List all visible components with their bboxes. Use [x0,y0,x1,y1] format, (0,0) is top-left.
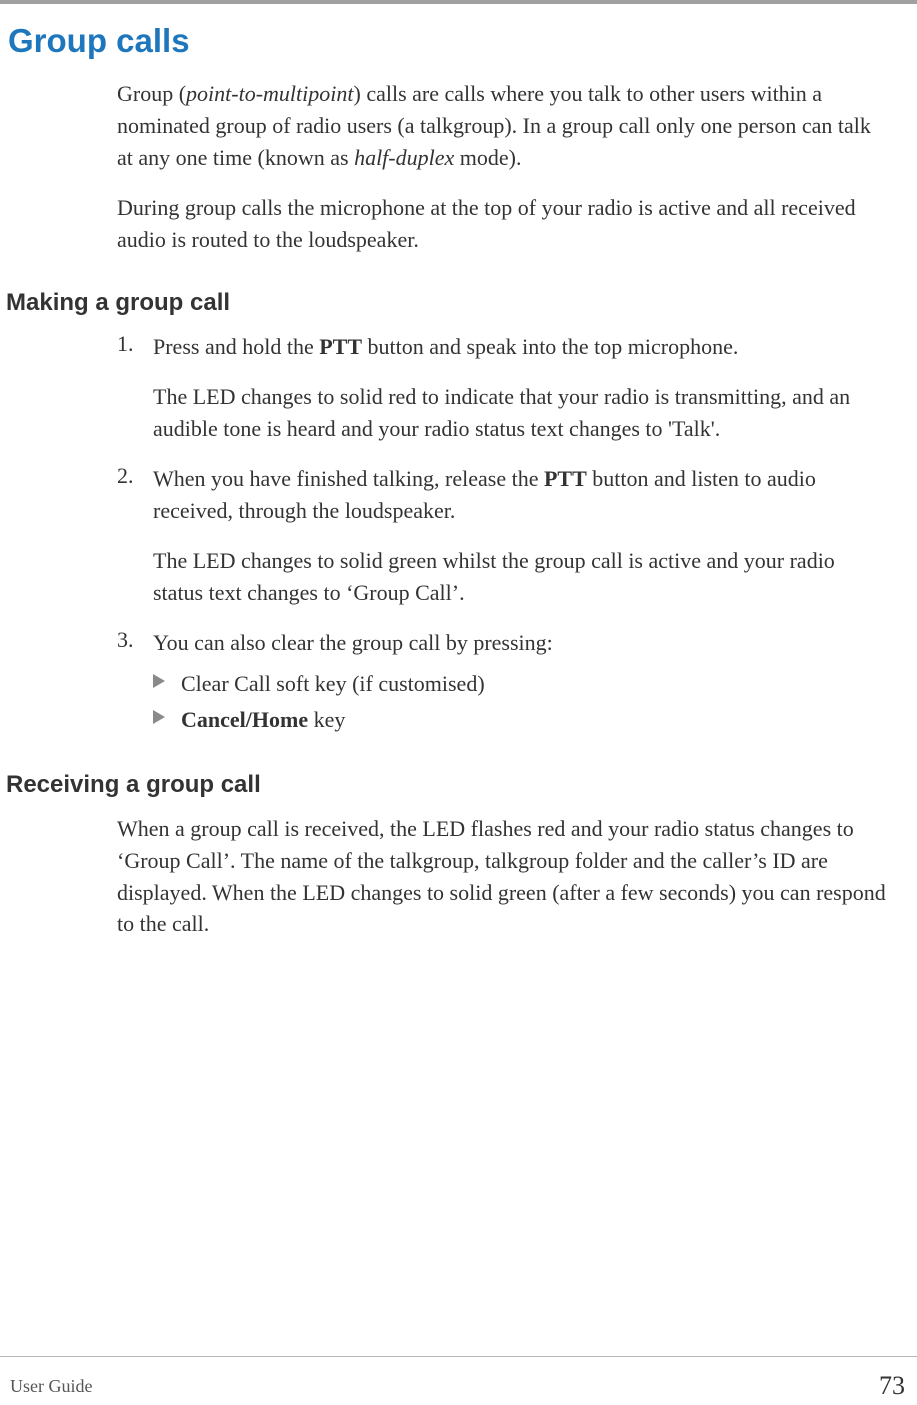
text-run: mode). [454,145,521,170]
text-italic: point-to-multipoint [186,81,353,106]
text-italic: half-duplex [354,145,454,170]
page-title: Group calls [8,22,889,60]
document-page: Group calls Group (point-to-multipoint) … [0,0,917,1405]
bullet-item: Clear Call soft key (if customised) [153,667,889,701]
list-item-detail: The LED changes to solid red to indicate… [153,381,889,445]
receiving-paragraph: When a group call is received, the LED f… [117,813,889,941]
triangle-bullet-icon [153,710,165,724]
text-bold: PTT [319,334,362,359]
section-heading-receiving: Receiving a group call [6,771,889,799]
text-bold: PTT [544,466,587,491]
text-bold: Cancel/Home [181,707,308,732]
section2-body: When a group call is received, the LED f… [117,813,889,941]
list-number: 3. [117,627,134,653]
text-run: Press and hold the [153,334,319,359]
intro-block: Group (point-to-multipoint) calls are ca… [117,78,889,255]
text-run: Group ( [117,81,186,106]
list-number: 2. [117,463,134,489]
page-content: Group calls Group (point-to-multipoint) … [0,4,917,940]
intro-paragraph-2: During group calls the microphone at the… [117,192,889,256]
list-item: 1. Press and hold the PTT button and spe… [117,331,889,445]
page-number: 73 [879,1371,905,1401]
list-item: 3. You can also clear the group call by … [117,627,889,737]
section1-body: 1. Press and hold the PTT button and spe… [117,331,889,736]
page-footer: User Guide 73 [0,1356,917,1405]
list-item-text: You can also clear the group call by pre… [153,627,889,659]
list-item: 2. When you have finished talking, relea… [117,463,889,609]
text-run: key [308,707,345,732]
text-run: button and speak into the top microphone… [362,334,738,359]
intro-paragraph-1: Group (point-to-multipoint) calls are ca… [117,78,889,174]
list-item-text: When you have finished talking, release … [153,463,889,527]
footer-title: User Guide [10,1376,92,1397]
text-run: Clear Call soft key (if customised) [181,671,485,696]
list-item-text: Press and hold the PTT button and speak … [153,331,889,363]
section-heading-making: Making a group call [6,289,889,317]
list-number: 1. [117,331,134,357]
list-item-detail: The LED changes to solid green whilst th… [153,545,889,609]
bullet-list: Clear Call soft key (if customised) Canc… [153,667,889,737]
text-run: You can also clear the group call by pre… [153,630,553,655]
numbered-list: 1. Press and hold the PTT button and spe… [117,331,889,736]
text-run: When you have finished talking, release … [153,466,544,491]
bullet-item: Cancel/Home key [153,703,889,737]
triangle-bullet-icon [153,674,165,688]
